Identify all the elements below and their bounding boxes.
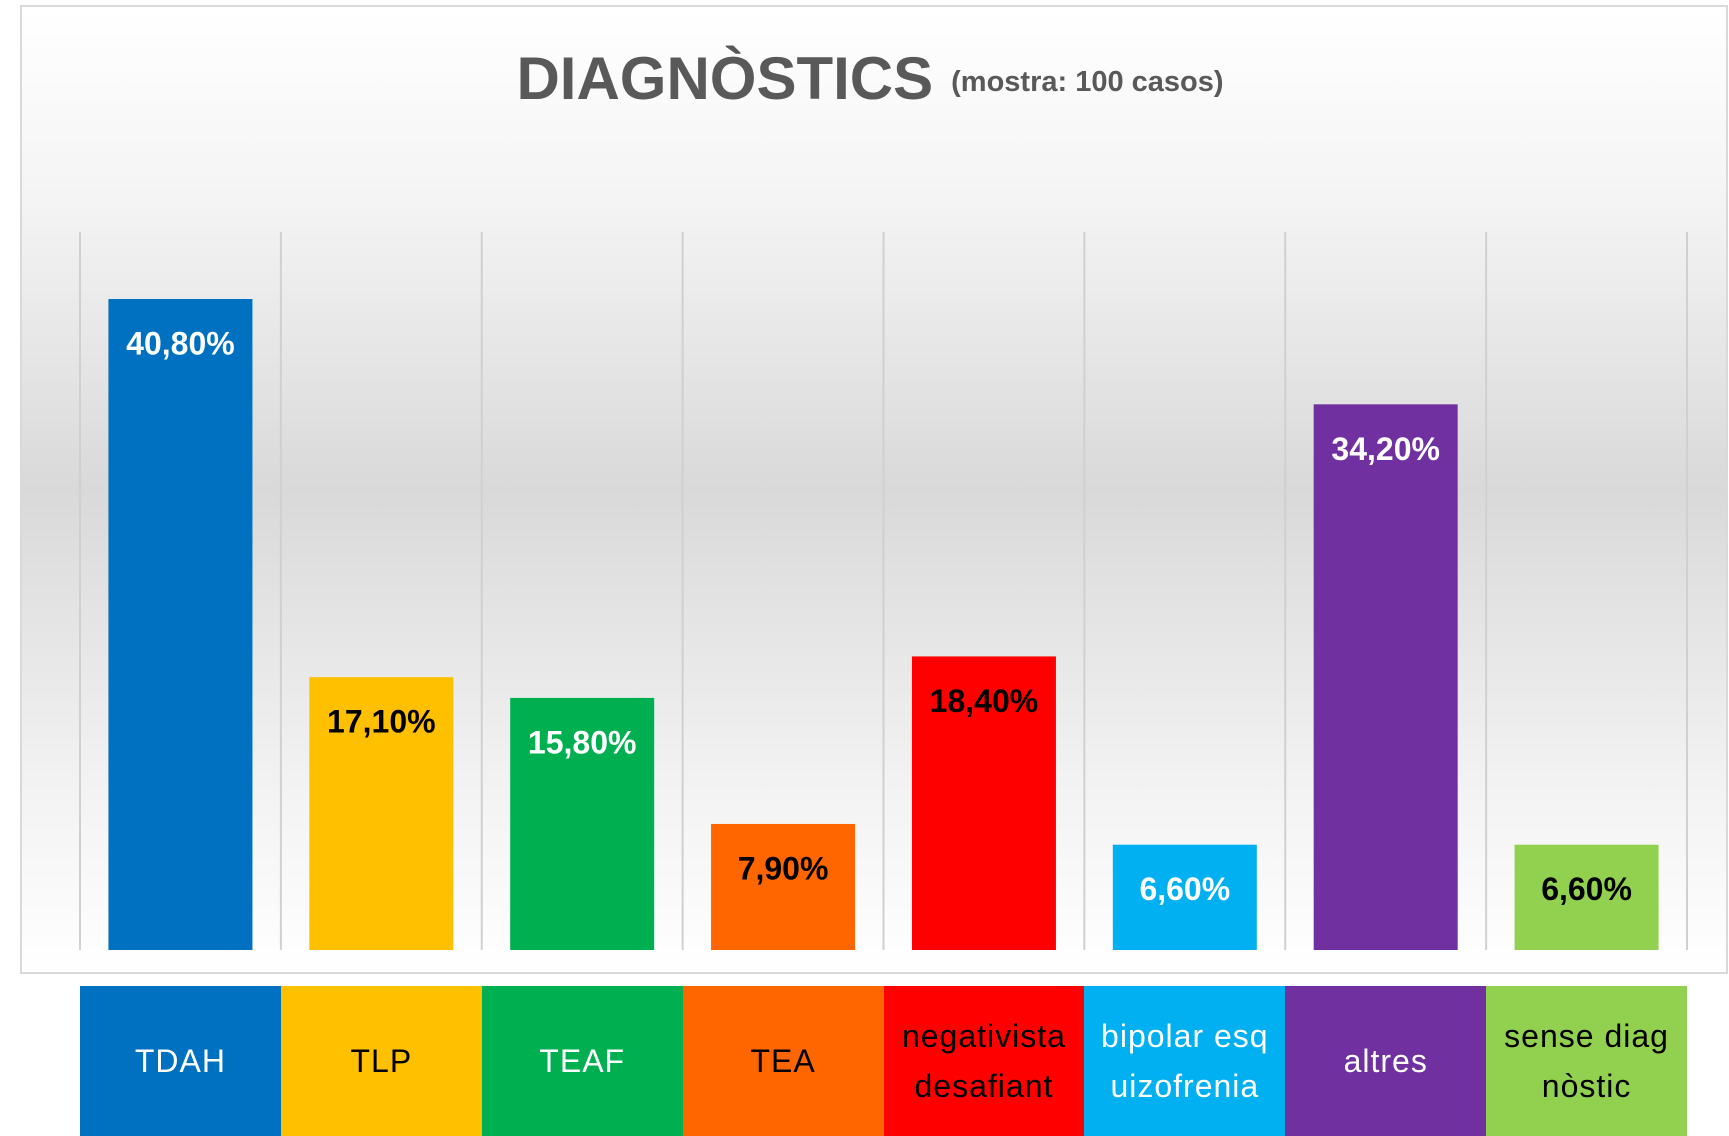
category-label: TEAF xyxy=(481,986,683,1136)
category-label: sense diagnòstic xyxy=(1486,986,1687,1136)
bar xyxy=(108,299,253,951)
category-label: bipolar esquizofrenia xyxy=(1084,986,1286,1136)
subtitle: (mostra: 100 casos) xyxy=(951,66,1223,98)
bar xyxy=(309,677,454,950)
bar xyxy=(510,697,655,950)
bar xyxy=(711,823,856,950)
category-label: TEA xyxy=(682,986,884,1136)
value-label: 17,10% xyxy=(327,704,436,740)
bar xyxy=(911,656,1056,950)
title: DIAGNÒSTICS xyxy=(516,45,933,112)
value-label: 6,60% xyxy=(1541,871,1632,907)
value-label: 34,20% xyxy=(1331,431,1440,467)
value-label: 7,90% xyxy=(738,850,829,886)
value-label: 15,80% xyxy=(528,724,637,760)
category-label: altres xyxy=(1285,986,1487,1136)
chart-title: DIAGNÒSTICS (mostra: 100 casos) xyxy=(516,45,1223,112)
category-label: negativista desafiant xyxy=(883,986,1085,1136)
value-label: 6,60% xyxy=(1139,871,1230,907)
bar xyxy=(1313,404,1458,950)
bar xyxy=(1514,844,1659,950)
value-label: 18,40% xyxy=(930,683,1039,719)
bar xyxy=(1112,844,1257,950)
category-label: TLP xyxy=(280,986,482,1136)
category-label: TDAH xyxy=(80,986,281,1136)
value-label: 40,80% xyxy=(126,325,235,361)
